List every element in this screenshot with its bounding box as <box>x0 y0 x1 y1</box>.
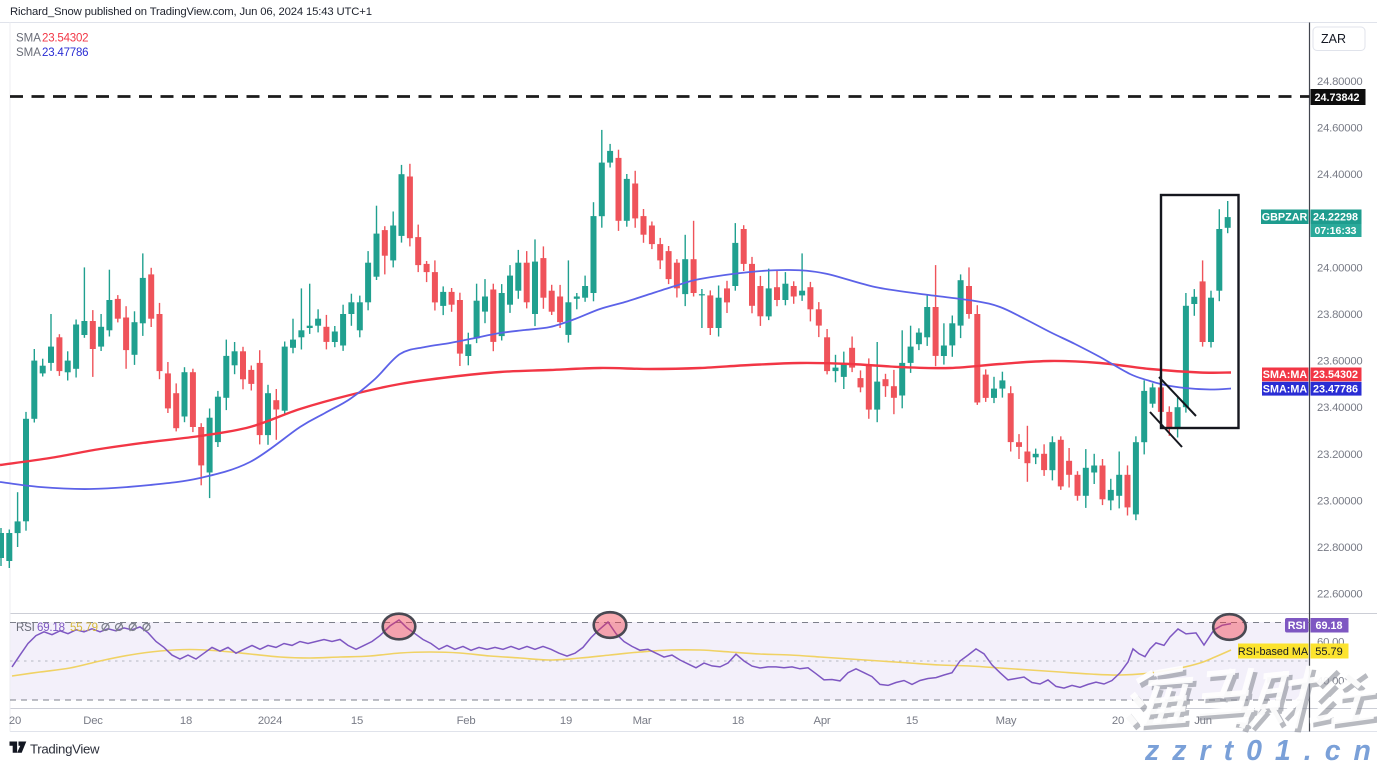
svg-text:23.60000: 23.60000 <box>1317 356 1363 368</box>
svg-text:20: 20 <box>1112 715 1124 727</box>
svg-text:TradingView: TradingView <box>30 742 100 757</box>
svg-text:GBPZAR: GBPZAR <box>1262 212 1308 224</box>
svg-text:55.79: 55.79 <box>70 622 98 634</box>
svg-text:24.73842: 24.73842 <box>1314 92 1359 104</box>
svg-text:Mar: Mar <box>633 715 652 727</box>
svg-text:zzrt01.cn: zzrt01.cn <box>1144 735 1377 763</box>
svg-text:19: 19 <box>560 715 572 727</box>
svg-text:69.18: 69.18 <box>37 622 65 634</box>
svg-text:24.80000: 24.80000 <box>1317 76 1363 88</box>
svg-text:May: May <box>996 715 1017 727</box>
svg-text:RSI: RSI <box>16 622 35 634</box>
svg-text:55.79: 55.79 <box>1315 646 1343 658</box>
svg-text:23.47786: 23.47786 <box>42 47 88 59</box>
svg-text:69.18: 69.18 <box>1315 620 1342 632</box>
svg-text:23.47786: 23.47786 <box>1313 383 1358 395</box>
svg-text:24.00000: 24.00000 <box>1317 262 1363 274</box>
svg-text:Feb: Feb <box>457 715 476 727</box>
svg-text:23.54302: 23.54302 <box>42 33 88 45</box>
svg-text:22.80000: 22.80000 <box>1317 542 1363 554</box>
svg-text:18: 18 <box>180 715 192 727</box>
svg-text:23.20000: 23.20000 <box>1317 449 1363 461</box>
svg-text:ZAR: ZAR <box>1321 32 1346 46</box>
svg-text:SMA: SMA <box>16 33 41 45</box>
svg-text:RSI-based MA: RSI-based MA <box>1238 646 1309 658</box>
svg-text:18: 18 <box>732 715 744 727</box>
svg-text:24.22298: 24.22298 <box>1313 212 1358 224</box>
svg-text:23.00000: 23.00000 <box>1317 495 1363 507</box>
svg-text:Richard_Snow published on Trad: Richard_Snow published on TradingView.co… <box>10 6 372 18</box>
svg-text:23.80000: 23.80000 <box>1317 309 1363 321</box>
svg-text:20: 20 <box>9 715 21 727</box>
svg-text:Apr: Apr <box>814 715 831 727</box>
svg-text:24.40000: 24.40000 <box>1317 169 1363 181</box>
svg-text:24.60000: 24.60000 <box>1317 123 1363 135</box>
svg-text:RSI: RSI <box>1288 620 1306 632</box>
svg-text:23.54302: 23.54302 <box>1313 369 1358 381</box>
svg-text:15: 15 <box>906 715 918 727</box>
svg-text:SMA:MA: SMA:MA <box>1263 383 1308 395</box>
svg-text:23.40000: 23.40000 <box>1317 402 1363 414</box>
svg-text:07:16:33: 07:16:33 <box>1314 225 1356 237</box>
svg-text:SMA: SMA <box>16 47 41 59</box>
svg-text:2024: 2024 <box>258 715 282 727</box>
svg-text:22.60000: 22.60000 <box>1317 589 1363 601</box>
svg-text:Dec: Dec <box>83 715 103 727</box>
svg-text:SMA:MA: SMA:MA <box>1263 369 1308 381</box>
svg-text:15: 15 <box>351 715 363 727</box>
